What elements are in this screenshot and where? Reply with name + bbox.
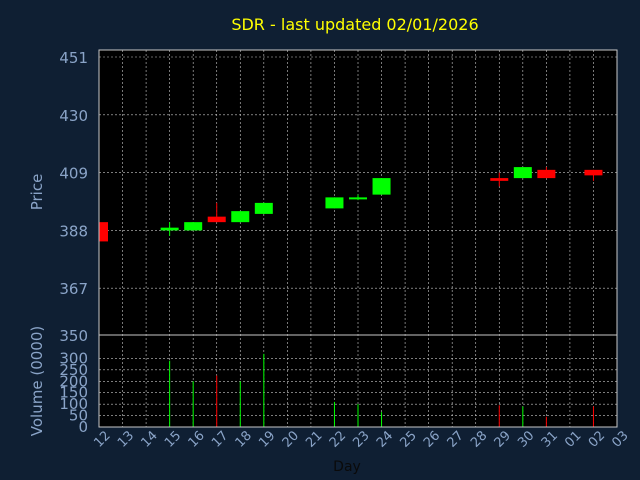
- chart-marks: [98, 167, 603, 427]
- volume-tick-label: 0: [78, 418, 88, 436]
- candle-body: [537, 169, 556, 179]
- volume-tick-label: 150: [59, 384, 88, 402]
- price-tick-label: 388: [59, 222, 88, 240]
- candle-body: [207, 216, 226, 223]
- x-tick-label: 24: [374, 428, 396, 450]
- x-tick-label: 14: [138, 428, 160, 450]
- price-tick-label: 367: [59, 280, 88, 298]
- x-tick-label: 28: [468, 428, 490, 450]
- volume-tick-label: 200: [59, 372, 88, 390]
- volume-tick-label: 300: [59, 349, 88, 367]
- x-tick-label: 18: [233, 428, 255, 450]
- price-tick-label: 409: [59, 165, 88, 183]
- candle-body: [513, 167, 532, 179]
- candle-body: [325, 197, 344, 209]
- x-tick-label: 30: [515, 428, 537, 450]
- volume-panel-frame: [98, 334, 618, 428]
- x-tick-label: 19: [256, 428, 278, 450]
- price-tick-label: 350: [59, 327, 88, 345]
- x-tick-label: 21: [303, 428, 325, 450]
- x-tick-label: 26: [421, 428, 443, 450]
- x-tick-label: 16: [186, 428, 208, 450]
- candle-body: [254, 202, 273, 214]
- candle-body: [349, 197, 367, 200]
- x-tick-label: 17: [209, 428, 231, 450]
- x-tick-label: 15: [162, 428, 184, 450]
- volume-tick-label: 250: [59, 361, 88, 379]
- x-tick-label: 03: [609, 428, 631, 450]
- price-tick-label: 451: [59, 49, 88, 67]
- x-axis-label: Day: [333, 459, 361, 475]
- candle-body: [372, 178, 391, 195]
- price-axis-label: Price: [28, 174, 46, 211]
- x-tick-label: 20: [280, 428, 302, 450]
- x-tick-label: 22: [327, 428, 349, 450]
- candle-body: [160, 227, 179, 231]
- candle-body: [490, 178, 509, 181]
- volume-tick-label: 50: [69, 407, 88, 425]
- price-panel: [99, 50, 617, 335]
- x-tick-label: 23: [350, 428, 372, 450]
- x-tick-label: 27: [445, 428, 467, 450]
- x-tick-label: 02: [586, 428, 608, 450]
- volume-axis-label: Volume (0000): [28, 326, 46, 436]
- candle-body: [99, 222, 108, 242]
- candle-body: [584, 169, 603, 176]
- candle-body: [231, 211, 250, 223]
- x-tick-label: 29: [492, 428, 514, 450]
- x-tick-label: 13: [115, 428, 137, 450]
- x-tick-label: 12: [91, 428, 113, 450]
- x-tick-label: 01: [562, 428, 584, 450]
- x-tick-label: 25: [397, 428, 419, 450]
- price-tick-label: 430: [59, 107, 88, 125]
- x-tick-label: 31: [539, 428, 561, 450]
- candle-body: [184, 222, 203, 231]
- chart-title: SDR - last updated 02/01/2026: [231, 15, 478, 34]
- volume-tick-label: 100: [59, 395, 88, 413]
